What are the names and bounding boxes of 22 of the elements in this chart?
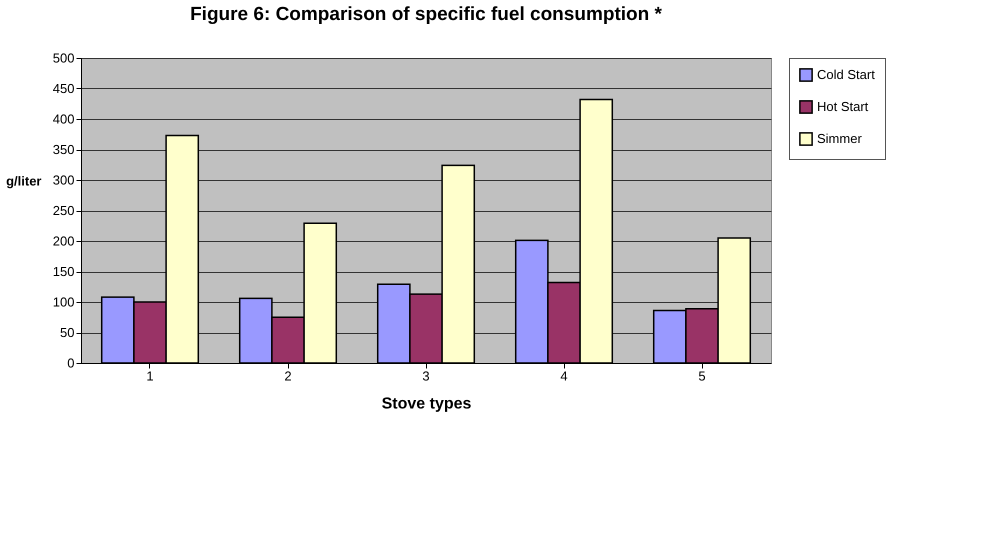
x-tick-label: 5 xyxy=(698,368,706,384)
chart-title: Figure 6: Comparison of specific fuel consumption * xyxy=(190,4,663,25)
x-axis-title: Stove types xyxy=(382,396,472,412)
x-tick-label: 3 xyxy=(422,368,430,384)
legend-label: Cold Start xyxy=(817,67,876,82)
x-tick-label: 1 xyxy=(146,368,154,384)
y-tick-label: 350 xyxy=(52,142,74,157)
y-tick-label: 0 xyxy=(67,356,74,370)
y-tick-label: 250 xyxy=(52,203,74,218)
x-tick-label: 2 xyxy=(284,368,292,384)
y-tick-label: 300 xyxy=(52,172,74,188)
x-tick-label: 4 xyxy=(560,368,568,384)
y-tick-label: 450 xyxy=(52,81,74,96)
y-tick-label: 50 xyxy=(60,325,74,340)
y-tick-label: 500 xyxy=(52,50,74,66)
legend-label: Simmer xyxy=(817,131,862,146)
y-tick-label: 200 xyxy=(52,234,74,248)
y-axis-title: g/liter xyxy=(6,174,42,188)
y-tick-label: 400 xyxy=(52,112,74,126)
y-tick-label: 150 xyxy=(52,264,74,279)
legend-label: Hot Start xyxy=(817,99,869,114)
y-tick-label: 100 xyxy=(52,294,74,310)
